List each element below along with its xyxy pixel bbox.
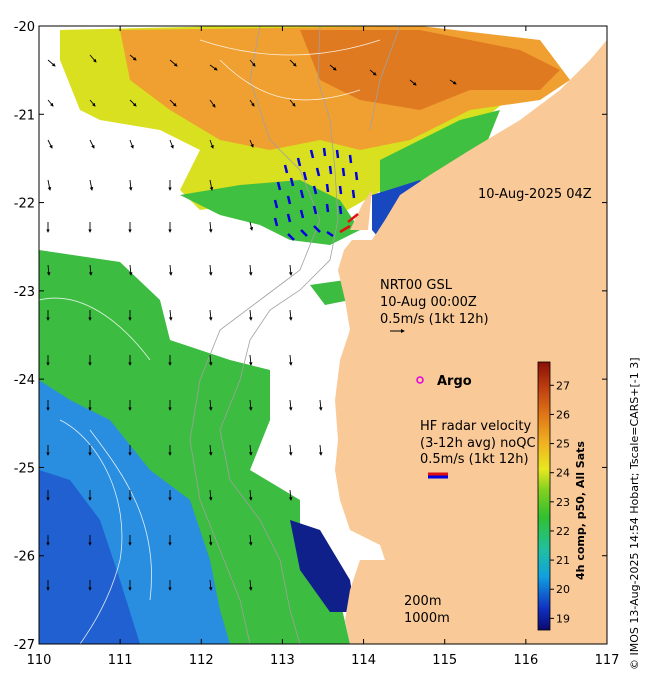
sst-green-patch2: [215, 378, 258, 412]
y-axis: -20 -21 -22 -23 -24 -25 -26 -27: [14, 20, 607, 653]
colorbar-label: 4h comp, p50, All Sats: [574, 441, 587, 580]
hf-label-3: 0.5m/s (1kt 12h): [420, 452, 529, 467]
colorbar-tick-label: 27: [556, 379, 570, 392]
nrt-label-1: NRT00 GSL: [380, 278, 453, 293]
y-tick-label: -23: [14, 285, 35, 300]
colorbar-ticks: 19 20 21 22 23 24 25 26 27: [550, 379, 570, 625]
isobath-label-200: 200m: [404, 594, 441, 609]
credit-text: © IMOS 13-Aug-2025 14:54 Hobart; Tscale=…: [628, 357, 641, 670]
hf-radar-vectors-shelf: [339, 213, 359, 234]
hf-scale-arrow: [428, 472, 448, 479]
x-tick-label: 115: [432, 653, 457, 668]
x-tick-label: 116: [513, 653, 538, 668]
isobath-label-1000: 1000m: [404, 611, 450, 626]
y-tick-label: -25: [14, 461, 35, 476]
nrt-label-2: 10-Aug 00:00Z: [380, 295, 477, 310]
nrt-label-3: 0.5m/s (1kt 12h): [380, 312, 489, 327]
colorbar-tick-label: 23: [556, 496, 570, 509]
hf-radar-vectors: [273, 147, 359, 241]
argo-label: Argo: [437, 374, 472, 389]
sst-blue-deep: [39, 470, 140, 644]
sst-cold-south: [290, 520, 355, 612]
x-axis: 110 111 112 113 114 115 116 117: [27, 26, 620, 668]
x-tick-label: 112: [189, 653, 214, 668]
timestamp-label: 10-Aug-2025 04Z: [478, 187, 592, 202]
colorbar-tick-label: 24: [556, 467, 570, 480]
sst-green-patch: [310, 280, 350, 305]
argo-marker: [416, 376, 424, 384]
hf-label-1: HF radar velocity: [420, 419, 532, 434]
y-tick-label: -20: [14, 20, 35, 35]
hf-label-2: (3-12h avg) noQC: [420, 436, 536, 451]
x-tick-label: 110: [27, 653, 52, 668]
sst-contours: [39, 39, 381, 644]
current-arrows: [46, 54, 457, 591]
isobaths: [189, 26, 401, 644]
colorbar-tick-label: 26: [556, 408, 570, 421]
sst-darkorange-north: [300, 30, 560, 110]
y-tick-label: -24: [14, 373, 35, 388]
y-tick-label: -21: [14, 108, 35, 123]
colorbar-tick-label: 21: [556, 554, 570, 567]
y-tick-label: -26: [14, 550, 35, 565]
peninsula: [350, 190, 372, 230]
x-tick-label: 111: [108, 653, 133, 668]
colorbar: [537, 361, 551, 631]
colorbar-tick-label: 20: [556, 583, 570, 596]
y-tick-label: -27: [14, 638, 35, 653]
colorbar-tick-label: 22: [556, 525, 570, 538]
x-tick-label: 114: [351, 653, 376, 668]
y-tick-label: -22: [14, 197, 35, 212]
colorbar-tick-label: 25: [556, 438, 570, 451]
plot-frame: [38, 25, 608, 645]
x-tick-label: 117: [595, 653, 620, 668]
x-tick-label: 113: [270, 653, 295, 668]
colorbar-tick-label: 19: [556, 612, 570, 625]
